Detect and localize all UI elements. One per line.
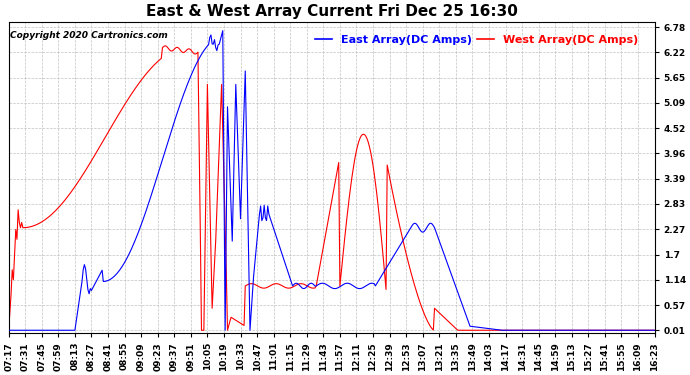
- Text: Copyright 2020 Cartronics.com: Copyright 2020 Cartronics.com: [10, 31, 168, 40]
- Legend: East Array(DC Amps), West Array(DC Amps): East Array(DC Amps), West Array(DC Amps): [310, 30, 642, 49]
- Title: East & West Array Current Fri Dec 25 16:30: East & West Array Current Fri Dec 25 16:…: [146, 4, 518, 19]
